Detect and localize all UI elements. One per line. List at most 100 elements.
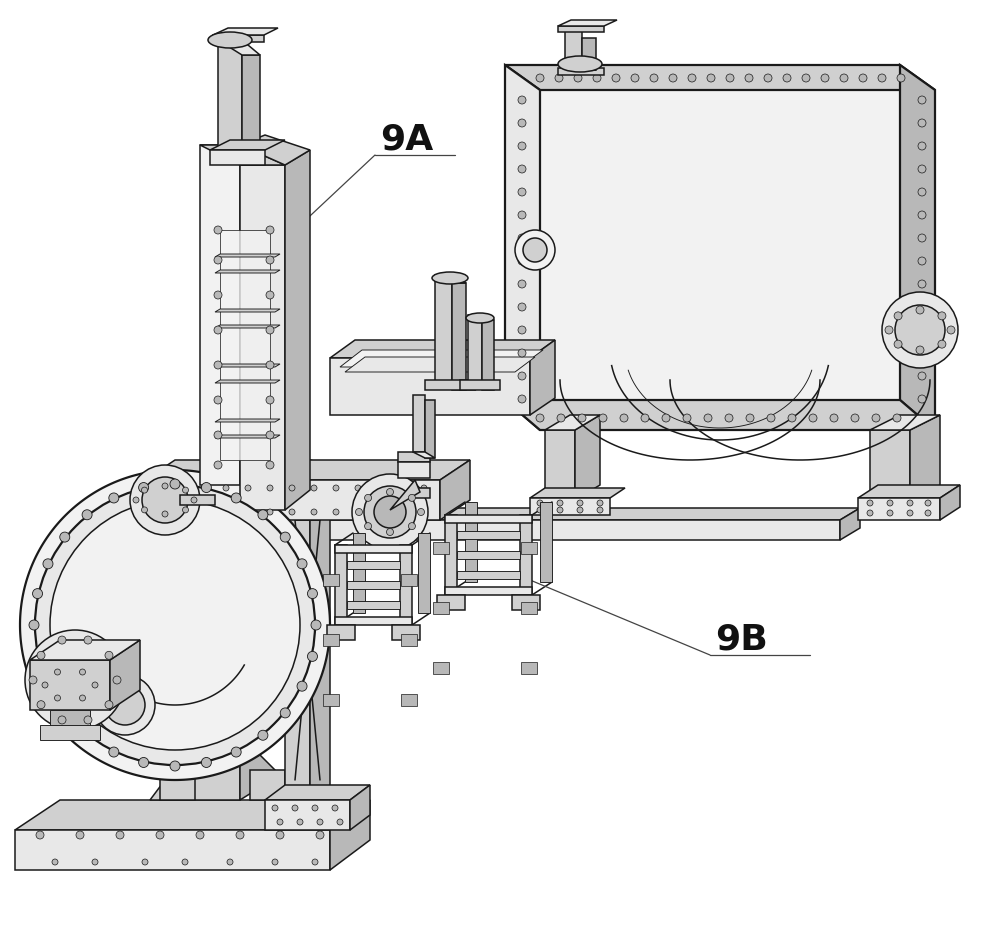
Polygon shape xyxy=(445,515,532,523)
Circle shape xyxy=(29,676,37,684)
Polygon shape xyxy=(413,395,425,452)
Circle shape xyxy=(196,831,204,839)
Circle shape xyxy=(280,532,290,542)
Circle shape xyxy=(518,188,526,196)
Circle shape xyxy=(52,859,58,865)
Circle shape xyxy=(214,291,222,299)
Circle shape xyxy=(201,509,207,515)
Polygon shape xyxy=(401,574,417,586)
Circle shape xyxy=(518,303,526,311)
Circle shape xyxy=(620,414,628,422)
Polygon shape xyxy=(582,38,596,70)
Circle shape xyxy=(317,819,323,825)
Circle shape xyxy=(297,819,303,825)
Circle shape xyxy=(289,485,295,491)
Circle shape xyxy=(157,485,163,491)
Polygon shape xyxy=(145,480,440,520)
Circle shape xyxy=(557,500,563,506)
Polygon shape xyxy=(210,140,285,150)
Polygon shape xyxy=(540,90,935,430)
Polygon shape xyxy=(215,435,280,438)
Polygon shape xyxy=(145,460,470,480)
Circle shape xyxy=(518,96,526,104)
Circle shape xyxy=(245,509,251,515)
Circle shape xyxy=(518,165,526,173)
Circle shape xyxy=(170,479,180,489)
Polygon shape xyxy=(558,26,604,32)
Polygon shape xyxy=(530,488,625,498)
Circle shape xyxy=(201,758,211,767)
Polygon shape xyxy=(445,515,457,595)
Circle shape xyxy=(142,477,188,523)
Circle shape xyxy=(82,731,92,740)
Circle shape xyxy=(60,708,70,718)
Polygon shape xyxy=(285,460,330,480)
Polygon shape xyxy=(401,634,417,646)
Polygon shape xyxy=(215,254,280,257)
Circle shape xyxy=(82,510,92,520)
Circle shape xyxy=(897,74,905,82)
Circle shape xyxy=(918,280,926,288)
Circle shape xyxy=(54,695,61,701)
Circle shape xyxy=(859,74,867,82)
Circle shape xyxy=(518,280,526,288)
Circle shape xyxy=(311,620,321,630)
Circle shape xyxy=(139,483,149,492)
Circle shape xyxy=(764,74,772,82)
Circle shape xyxy=(25,630,125,730)
Circle shape xyxy=(399,485,405,491)
Circle shape xyxy=(518,326,526,334)
Polygon shape xyxy=(265,785,370,800)
Circle shape xyxy=(574,74,582,82)
Polygon shape xyxy=(242,55,260,165)
Polygon shape xyxy=(910,415,940,500)
Circle shape xyxy=(316,831,324,839)
Circle shape xyxy=(386,528,394,536)
Circle shape xyxy=(515,230,555,270)
Polygon shape xyxy=(870,415,940,430)
Circle shape xyxy=(593,74,601,82)
Circle shape xyxy=(292,805,298,811)
Polygon shape xyxy=(398,452,430,462)
Polygon shape xyxy=(392,625,420,640)
Circle shape xyxy=(266,256,274,264)
Circle shape xyxy=(947,326,955,334)
Circle shape xyxy=(182,859,188,865)
Ellipse shape xyxy=(432,272,468,284)
Circle shape xyxy=(399,509,405,515)
Circle shape xyxy=(142,859,148,865)
Circle shape xyxy=(162,483,168,489)
Polygon shape xyxy=(15,800,370,830)
Circle shape xyxy=(36,831,44,839)
Circle shape xyxy=(236,831,244,839)
Polygon shape xyxy=(425,400,435,458)
Circle shape xyxy=(578,414,586,422)
Circle shape xyxy=(139,758,149,767)
Circle shape xyxy=(867,500,873,506)
Polygon shape xyxy=(320,520,840,540)
Polygon shape xyxy=(858,498,940,520)
Polygon shape xyxy=(475,372,490,390)
Circle shape xyxy=(688,74,696,82)
Circle shape xyxy=(887,500,893,506)
Ellipse shape xyxy=(558,56,602,72)
Polygon shape xyxy=(213,35,264,42)
Polygon shape xyxy=(323,574,339,586)
Circle shape xyxy=(421,485,427,491)
Polygon shape xyxy=(335,545,412,553)
Polygon shape xyxy=(40,725,100,740)
Polygon shape xyxy=(327,625,355,640)
Circle shape xyxy=(918,119,926,127)
Circle shape xyxy=(907,500,913,506)
Circle shape xyxy=(201,485,207,491)
Circle shape xyxy=(918,142,926,150)
Polygon shape xyxy=(558,68,604,75)
Polygon shape xyxy=(440,460,470,520)
Polygon shape xyxy=(401,694,417,706)
Polygon shape xyxy=(460,380,500,390)
Circle shape xyxy=(518,395,526,403)
Polygon shape xyxy=(180,495,215,505)
Circle shape xyxy=(872,414,880,422)
Polygon shape xyxy=(30,660,110,710)
Polygon shape xyxy=(350,785,370,830)
